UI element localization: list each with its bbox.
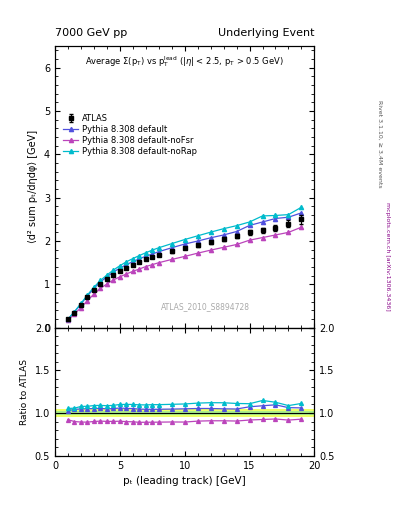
- Text: Average $\Sigma$(p$_\mathrm{T}$) vs p$_\mathrm{T}^\mathrm{lead}$ (|$\eta$| < 2.5: Average $\Sigma$(p$_\mathrm{T}$) vs p$_\…: [85, 55, 284, 70]
- Line: Pythia 8.308 default: Pythia 8.308 default: [66, 211, 303, 322]
- Pythia 8.308 default-noRap: [105, 272, 109, 278]
- Bar: [55, 411, 314, 415]
- Pythia 8.308 default-noFsr: [273, 232, 278, 238]
- Pythia 8.308 default-noFsr: [169, 257, 174, 263]
- Pythia 8.308 default-noFsr: [118, 274, 122, 280]
- Y-axis label: Ratio to ATLAS: Ratio to ATLAS: [20, 359, 29, 424]
- Pythia 8.308 default-noFsr: [260, 234, 265, 241]
- Pythia 8.308 default-noRap: [118, 263, 122, 269]
- Pythia 8.308 default-noRap: [169, 241, 174, 247]
- Line: Pythia 8.308 default-noRap: Pythia 8.308 default-noRap: [66, 205, 303, 321]
- Pythia 8.308 default-noRap: [66, 316, 70, 322]
- Pythia 8.308 default: [169, 245, 174, 251]
- Line: Pythia 8.308 default-noFsr: Pythia 8.308 default-noFsr: [66, 225, 303, 322]
- Pythia 8.308 default: [221, 232, 226, 238]
- Pythia 8.308 default-noRap: [150, 247, 155, 253]
- Pythia 8.308 default-noFsr: [130, 268, 135, 274]
- Pythia 8.308 default: [124, 262, 129, 268]
- Pythia 8.308 default-noFsr: [286, 229, 291, 236]
- Pythia 8.308 default-noFsr: [182, 253, 187, 260]
- Pythia 8.308 default-noRap: [273, 212, 278, 219]
- Text: Rivet 3.1.10, ≥ 3.4M events: Rivet 3.1.10, ≥ 3.4M events: [377, 99, 382, 187]
- Text: ATLAS_2010_S8894728: ATLAS_2010_S8894728: [161, 302, 250, 311]
- Pythia 8.308 default: [118, 265, 122, 271]
- Pythia 8.308 default: [208, 234, 213, 241]
- Pythia 8.308 default-noRap: [182, 237, 187, 243]
- Pythia 8.308 default-noRap: [98, 278, 103, 284]
- Pythia 8.308 default-noRap: [92, 284, 96, 290]
- Pythia 8.308 default-noFsr: [195, 250, 200, 256]
- Pythia 8.308 default: [286, 214, 291, 220]
- Pythia 8.308 default-noRap: [143, 250, 148, 256]
- Pythia 8.308 default-noRap: [111, 267, 116, 273]
- Pythia 8.308 default: [137, 255, 142, 262]
- Pythia 8.308 default-noRap: [130, 255, 135, 262]
- Pythia 8.308 default: [111, 269, 116, 275]
- Pythia 8.308 default: [105, 274, 109, 280]
- Pythia 8.308 default-noFsr: [105, 281, 109, 287]
- Pythia 8.308 default-noFsr: [72, 311, 77, 317]
- Pythia 8.308 default: [150, 251, 155, 257]
- Text: mcplots.cern.ch [arXiv:1306.3436]: mcplots.cern.ch [arXiv:1306.3436]: [385, 202, 389, 310]
- Pythia 8.308 default-noFsr: [66, 317, 70, 323]
- Pythia 8.308 default: [247, 222, 252, 228]
- Pythia 8.308 default-noRap: [260, 213, 265, 219]
- Pythia 8.308 default-noRap: [124, 259, 129, 265]
- Pythia 8.308 default-noFsr: [221, 244, 226, 250]
- Pythia 8.308 default-noRap: [195, 233, 200, 239]
- Pythia 8.308 default-noRap: [286, 211, 291, 218]
- Pythia 8.308 default-noRap: [137, 252, 142, 259]
- Pythia 8.308 default-noFsr: [124, 271, 129, 277]
- Pythia 8.308 default: [299, 210, 304, 216]
- Y-axis label: ⟨d² sum pₜ/dηdφ⟩ [GeV]: ⟨d² sum pₜ/dηdφ⟩ [GeV]: [28, 131, 39, 243]
- Pythia 8.308 default-noFsr: [111, 277, 116, 283]
- Pythia 8.308 default: [98, 279, 103, 285]
- Pythia 8.308 default-noFsr: [247, 237, 252, 243]
- Text: 7000 GeV pp: 7000 GeV pp: [55, 28, 127, 38]
- Pythia 8.308 default-noFsr: [98, 285, 103, 291]
- Pythia 8.308 default-noFsr: [85, 297, 90, 304]
- Pythia 8.308 default-noFsr: [143, 264, 148, 270]
- Pythia 8.308 default-noFsr: [137, 266, 142, 272]
- Pythia 8.308 default: [66, 316, 70, 323]
- Pythia 8.308 default-noRap: [156, 245, 161, 251]
- Pythia 8.308 default-noRap: [247, 219, 252, 225]
- Pythia 8.308 default-noRap: [221, 226, 226, 232]
- X-axis label: pₜ (leading track) [GeV]: pₜ (leading track) [GeV]: [123, 476, 246, 486]
- Pythia 8.308 default: [156, 249, 161, 255]
- Bar: [55, 409, 314, 417]
- Pythia 8.308 default: [182, 241, 187, 247]
- Pythia 8.308 default-noFsr: [92, 291, 96, 297]
- Pythia 8.308 default-noFsr: [208, 247, 213, 253]
- Pythia 8.308 default-noRap: [234, 223, 239, 229]
- Pythia 8.308 default-noFsr: [234, 242, 239, 248]
- Pythia 8.308 default-noRap: [72, 309, 77, 315]
- Pythia 8.308 default: [234, 228, 239, 234]
- Pythia 8.308 default-noFsr: [79, 305, 83, 311]
- Text: Underlying Event: Underlying Event: [218, 28, 314, 38]
- Pythia 8.308 default: [79, 301, 83, 307]
- Pythia 8.308 default: [92, 285, 96, 291]
- Pythia 8.308 default: [72, 309, 77, 315]
- Pythia 8.308 default-noFsr: [156, 260, 161, 266]
- Pythia 8.308 default: [273, 216, 278, 222]
- Pythia 8.308 default: [85, 293, 90, 299]
- Pythia 8.308 default: [130, 259, 135, 265]
- Pythia 8.308 default-noRap: [299, 204, 304, 210]
- Legend: ATLAS, Pythia 8.308 default, Pythia 8.308 default-noFsr, Pythia 8.308 default-no: ATLAS, Pythia 8.308 default, Pythia 8.30…: [62, 112, 198, 158]
- Pythia 8.308 default-noRap: [79, 301, 83, 307]
- Pythia 8.308 default-noFsr: [150, 262, 155, 268]
- Pythia 8.308 default: [195, 238, 200, 244]
- Pythia 8.308 default: [143, 253, 148, 259]
- Pythia 8.308 default-noRap: [208, 229, 213, 235]
- Pythia 8.308 default: [260, 219, 265, 225]
- Pythia 8.308 default-noFsr: [299, 224, 304, 230]
- Pythia 8.308 default-noRap: [85, 292, 90, 298]
